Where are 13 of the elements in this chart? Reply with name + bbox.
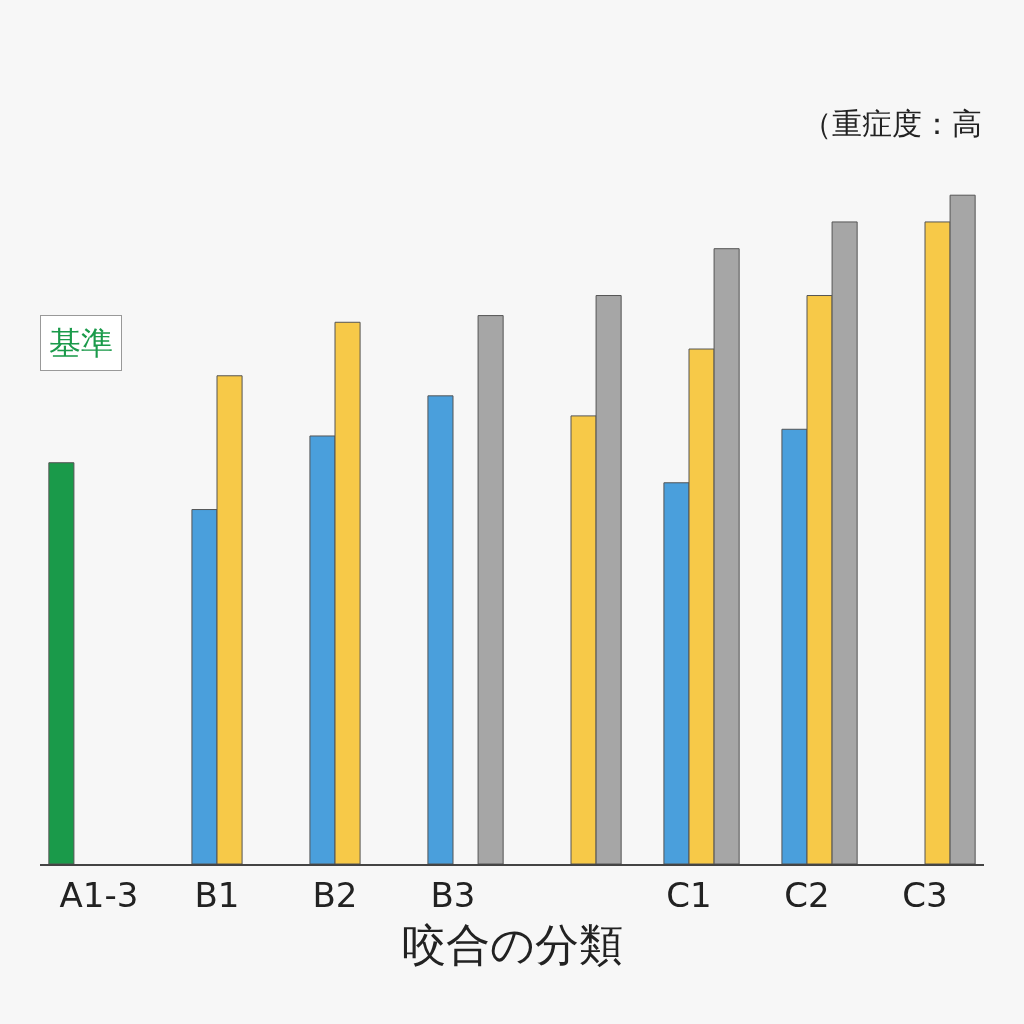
- x-tick-label: C3: [902, 874, 948, 915]
- x-tick-label: B1: [194, 874, 240, 915]
- x-tick-label: B3: [430, 874, 476, 915]
- bar: [48, 462, 75, 864]
- x-tick-label: B2: [312, 874, 358, 915]
- bar: [427, 395, 454, 864]
- x-tick-label: C1: [666, 874, 712, 915]
- x-tick-label: C2: [784, 874, 830, 915]
- annotation: 基準: [49, 324, 113, 362]
- bar: [477, 315, 504, 864]
- text: （重症度：高: [802, 106, 982, 141]
- x-tick-label: A1-3: [59, 874, 139, 915]
- x-axis-title: 咬合の分類: [401, 918, 623, 970]
